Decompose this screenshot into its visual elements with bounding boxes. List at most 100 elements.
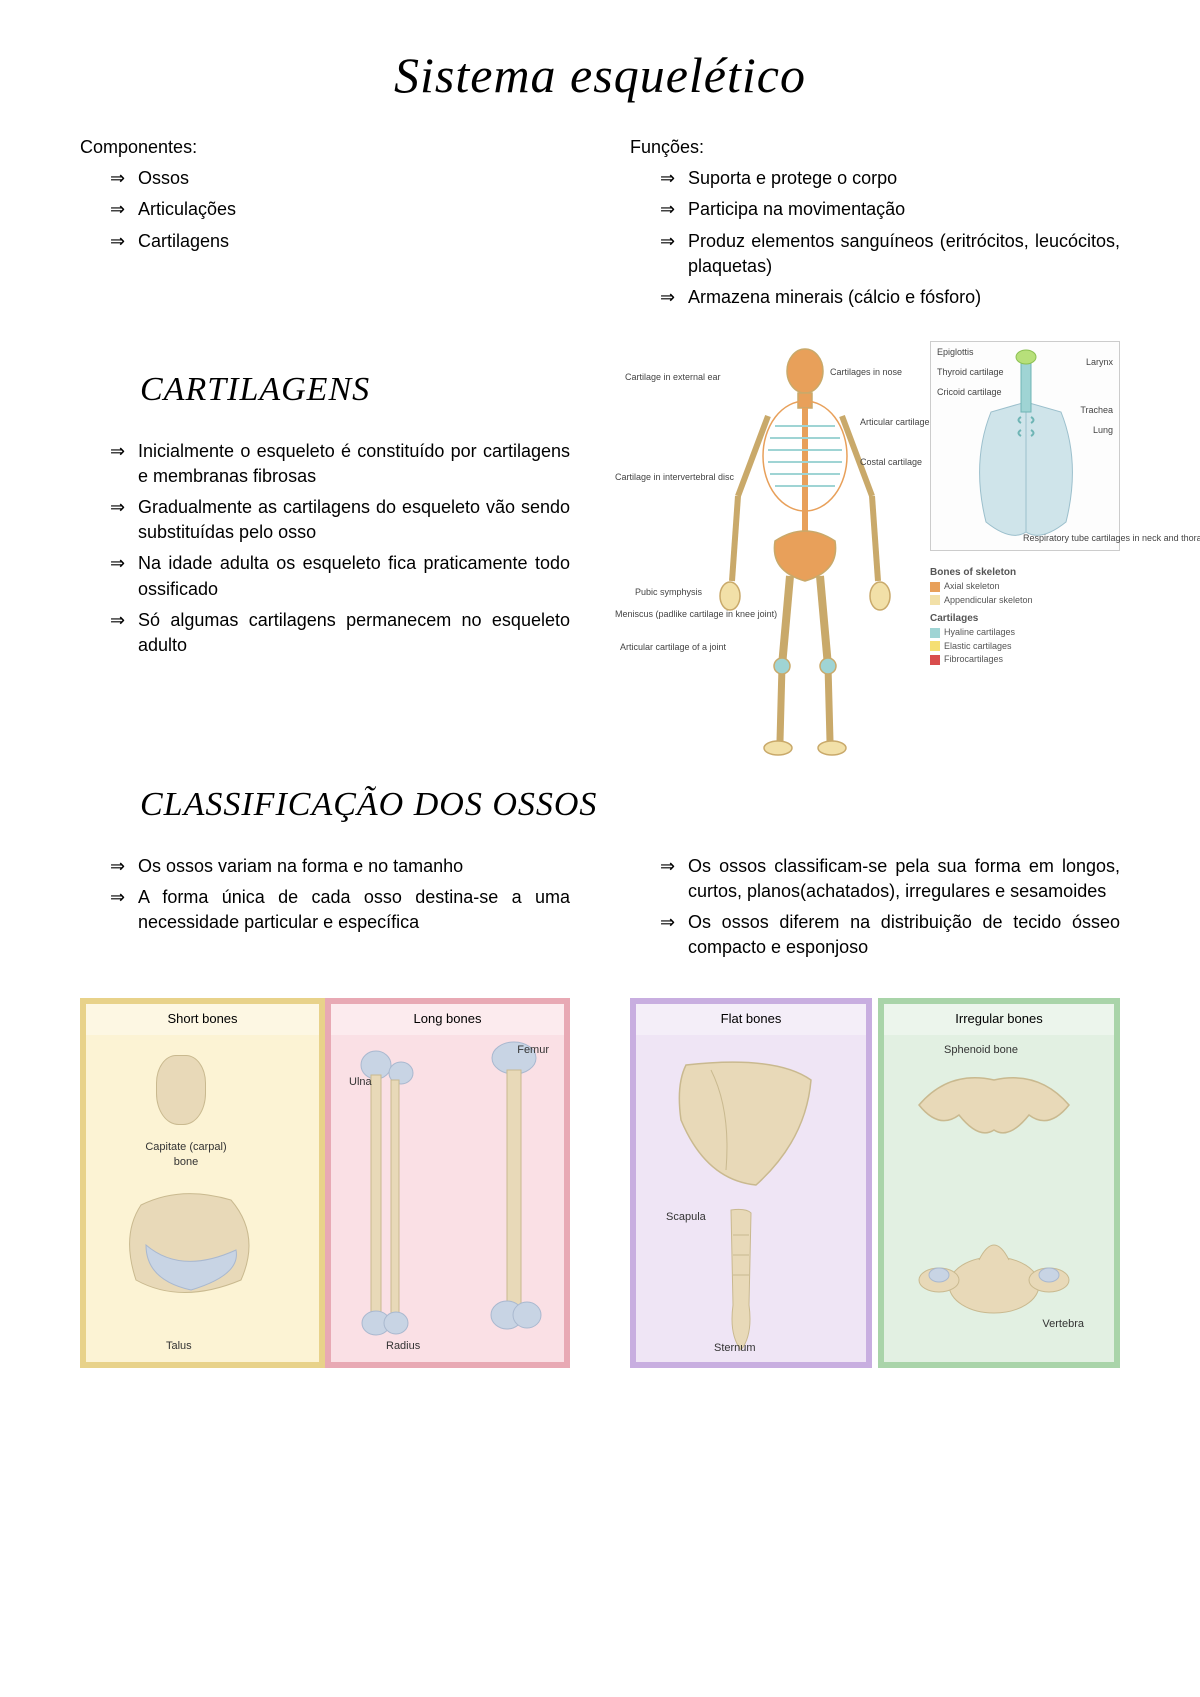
fig-label: Cartilage in intervertebral disc [615,471,690,484]
panel-body: Capitate (carpal) bone Talus [86,1035,319,1363]
fig-label: Thyroid cartilage [937,366,1004,379]
classificacao-heading: CLASSIFICAÇÃO DOS OSSOS [140,781,1120,829]
fig-label: Epiglottis [937,346,974,359]
bone-shape [656,1050,826,1200]
funcoes-list: Suporta e protege o corpo Participa na m… [630,166,1120,310]
classificacao-left: Os ossos variam na forma e no tamanho A … [80,854,570,967]
legend-header: Cartilages [930,611,1120,626]
list-item: Os ossos diferem na distribuição de teci… [660,910,1120,960]
panel-title: Flat bones [636,1004,866,1034]
list-item: Na idade adulta os esqueleto fica pratic… [110,551,570,601]
list-item: Produz elementos sanguíneos (eritrócitos… [660,229,1120,279]
bone-panels-left: Short bones Capitate (carpal) bone Talus… [80,998,570,1368]
panel-title: Irregular bones [884,1004,1114,1034]
fig-label: Costal cartilage [860,456,910,469]
list-item: Participa na movimentação [660,197,1120,222]
panel-body: Ulna Femur Radius [331,1035,564,1363]
list-item: Ossos [110,166,570,191]
panel-title: Short bones [86,1004,319,1034]
skeleton-figure: Cartilage in external ear Cartilage in i… [630,336,1120,766]
classificacao-left-list: Os ossos variam na forma e no tamanho A … [80,854,570,936]
fig-label: Meniscus (padlike cartilage in knee join… [615,608,700,621]
bone-label: Talus [166,1339,192,1354]
legend-row: Appendicular skeleton [930,594,1120,608]
fig-label: Cartilage in external ear [625,371,695,384]
legend-row: Elastic cartilages [930,640,1120,654]
bone-shape [111,1185,271,1315]
classificacao-right-list: Os ossos classificam-se pela sua forma e… [630,854,1120,961]
bone-label: Vertebra [1042,1317,1084,1332]
componentes-col: Componentes: Ossos Articulações Cartilag… [80,135,570,316]
componentes-label: Componentes: [80,135,570,160]
legend-label: Fibrocartilages [944,653,1003,667]
panel-long-bones: Long bones Ulna Femur R [325,998,570,1368]
page-title: Sistema esquelético [80,40,1120,110]
list-item: Os ossos classificam-se pela sua forma e… [660,854,1120,904]
skeleton-svg [690,346,920,756]
swatch-icon [930,641,940,651]
fig-label: Respiratory tube cartilages in neck and … [1023,532,1113,545]
skeleton-figure-col: Cartilage in external ear Cartilage in i… [630,336,1120,766]
panel-flat-bones: Flat bones Scapula Sternum [630,998,872,1368]
list-item: Armazena minerais (cálcio e fósforo) [660,285,1120,310]
swatch-icon [930,628,940,638]
cartilagens-section: CARTILAGENS Inicialmente o esqueleto é c… [80,336,1120,766]
intro-columns: Componentes: Ossos Articulações Cartilag… [80,135,1120,316]
legend-row: Fibrocartilages [930,653,1120,667]
cartilagens-heading: CARTILAGENS [140,366,570,414]
classificacao-columns: Os ossos variam na forma e no tamanho A … [80,854,1120,967]
swatch-icon [930,595,940,605]
bone-label: Radius [386,1339,420,1354]
panel-title: Long bones [331,1004,564,1034]
panel-irregular-bones: Irregular bones Sphenoid bone Vertebra [878,998,1120,1368]
bone-label: Sternum [714,1341,756,1356]
fig-label: Articular cartilage of a joint [620,641,700,654]
panel-body: Sphenoid bone Vertebra [884,1035,1114,1363]
classificacao-right: Os ossos classificam-se pela sua forma e… [630,854,1120,967]
legend-header: Bones of skeleton [930,565,1120,580]
bone-shape [479,1040,549,1340]
bone-shape [909,1210,1079,1330]
legend-label: Hyaline cartilages [944,626,1015,640]
cartilagens-list: Inicialmente o esqueleto é constituído p… [80,439,570,659]
list-item: Só algumas cartilagens permanecem no esq… [110,608,570,658]
list-item: A forma única de cada osso destina-se a … [110,885,570,935]
fig-label: Cartilages in nose [830,366,890,379]
bone-shape [156,1055,206,1125]
swatch-icon [930,655,940,665]
list-item: Inicialmente o esqueleto é constituído p… [110,439,570,489]
bone-label: Femur [517,1043,549,1058]
funcoes-col: Funções: Suporta e protege o corpo Parti… [630,135,1120,316]
bone-panels-right: Flat bones Scapula Sternum Irregular bon… [630,998,1120,1368]
bone-shape [899,1060,1089,1170]
fig-label: Articular cartilage of a joint [860,416,920,429]
legend-label: Appendicular skeleton [944,594,1033,608]
panel-short-bones: Short bones Capitate (carpal) bone Talus [80,998,325,1368]
thorax-inset: Epiglottis Thyroid cartilage Cricoid car… [930,341,1120,551]
bone-shape [711,1205,771,1355]
list-item: Cartilagens [110,229,570,254]
swatch-icon [930,582,940,592]
cartilagens-text-col: CARTILAGENS Inicialmente o esqueleto é c… [80,336,570,766]
fig-label: Lung [1093,424,1113,437]
list-item: Os ossos variam na forma e no tamanho [110,854,570,879]
legend-label: Axial skeleton [944,580,1000,594]
panel-body: Scapula Sternum [636,1035,866,1363]
legend-row: Hyaline cartilages [930,626,1120,640]
componentes-list: Ossos Articulações Cartilagens [80,166,570,254]
bone-label: Scapula [666,1210,706,1225]
bone-panels-row: Short bones Capitate (carpal) bone Talus… [80,986,1120,1368]
bone-label: Ulna [349,1075,372,1090]
figure-legend: Bones of skeleton Axial skeleton Appendi… [930,561,1120,667]
funcoes-label: Funções: [630,135,1120,160]
fig-label: Trachea [1080,404,1113,417]
list-item: Articulações [110,197,570,222]
bone-label: Capitate (carpal) bone [141,1140,231,1171]
bone-label: Sphenoid bone [944,1043,1018,1058]
list-item: Gradualmente as cartilagens do esqueleto… [110,495,570,545]
legend-row: Axial skeleton [930,580,1120,594]
fig-label: Pubic symphysis [635,586,695,599]
legend-label: Elastic cartilages [944,640,1012,654]
list-item: Suporta e protege o corpo [660,166,1120,191]
fig-label: Cricoid cartilage [937,386,1002,399]
